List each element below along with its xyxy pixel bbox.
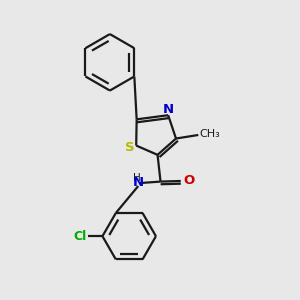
Text: N: N	[163, 103, 174, 116]
Text: H: H	[133, 173, 141, 183]
Text: S: S	[125, 140, 134, 154]
Text: Cl: Cl	[74, 230, 87, 243]
Text: N: N	[133, 176, 144, 189]
Text: CH₃: CH₃	[200, 129, 220, 140]
Text: O: O	[184, 174, 195, 187]
